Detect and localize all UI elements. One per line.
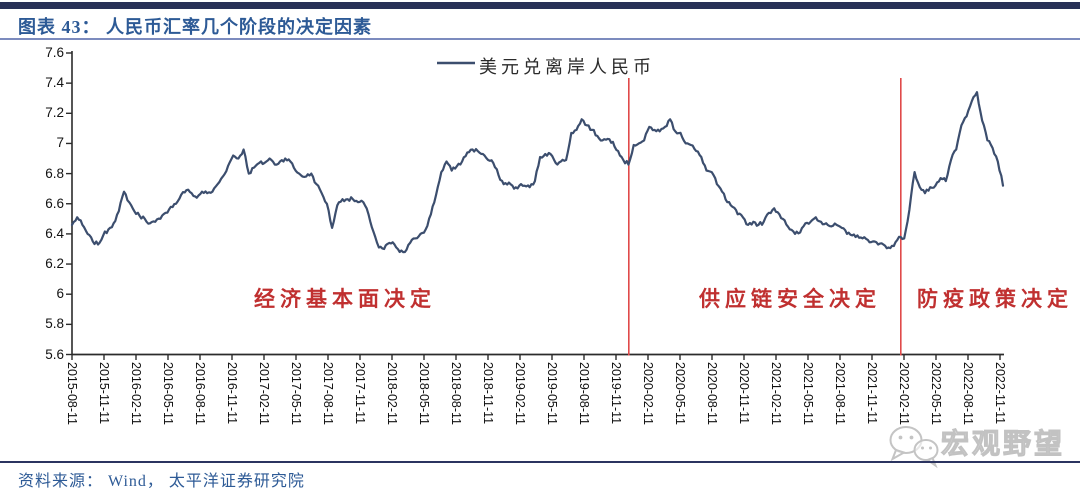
x-tick-label: 2017-05-11 <box>289 362 303 426</box>
y-tick-label: 7 <box>56 135 64 151</box>
y-tick-label: 6.6 <box>45 195 64 211</box>
x-tick-label: 2015-08-11 <box>65 362 79 426</box>
x-tick-label: 2015-11-11 <box>97 362 111 425</box>
y-tick-label: 6.4 <box>45 225 64 241</box>
phase-divider-lines <box>627 78 902 356</box>
x-tick-label: 2019-02-11 <box>513 362 527 426</box>
x-tick-label: 2021-11-11 <box>865 362 879 425</box>
x-tick-label: 2020-08-11 <box>705 362 719 426</box>
y-tick-label: 6 <box>56 286 64 302</box>
title-divider-rule <box>0 38 1080 40</box>
x-tick-label: 2022-11-11 <box>993 362 1007 425</box>
header-top-bar <box>0 2 1080 9</box>
y-tick-label: 7.2 <box>45 105 64 121</box>
footer-divider-rule <box>0 461 1080 463</box>
x-tick-label: 2019-08-11 <box>577 362 591 426</box>
x-tick-label: 2017-11-11 <box>353 362 367 425</box>
x-tick-label: 2020-11-11 <box>737 362 751 425</box>
y-tick-label: 5.6 <box>45 346 64 362</box>
x-tick-label: 2020-02-11 <box>641 362 655 426</box>
x-tick-label: 2022-08-11 <box>961 362 975 426</box>
x-tick-label: 2018-02-11 <box>385 362 399 426</box>
x-tick-label: 2018-05-11 <box>417 362 431 426</box>
x-tick-label: 2022-05-11 <box>929 362 943 426</box>
x-tick-label: 2022-02-11 <box>897 362 911 426</box>
source-note: 资料来源： Wind， 太平洋证券研究院 <box>18 473 305 490</box>
x-tick-label: 2019-05-11 <box>545 362 559 426</box>
x-tick-label: 2018-08-11 <box>449 362 463 426</box>
phase-annotation-supply-chain: 供应链安全决定 <box>699 287 881 311</box>
x-tick-label: 2021-02-11 <box>769 362 783 426</box>
x-tick-label: 2017-08-11 <box>321 362 335 426</box>
x-tick-label: 2016-08-11 <box>193 362 207 426</box>
y-tick-label: 6.8 <box>45 165 64 181</box>
x-tick-label: 2016-11-11 <box>225 362 239 425</box>
y-tick-label: 7.6 <box>45 45 64 60</box>
axes <box>66 51 1004 360</box>
x-tick-label: 2016-02-11 <box>129 362 143 426</box>
y-tick-label: 6.2 <box>45 256 64 272</box>
x-tick-label: 2021-05-11 <box>801 362 815 426</box>
x-tick-label: 2017-02-11 <box>257 362 271 426</box>
y-tick-label: 5.8 <box>45 316 64 332</box>
x-tick-label: 2021-08-11 <box>833 362 847 426</box>
phase-annotation-fundamentals: 经济基本面决定 <box>254 287 436 311</box>
chart-title: 图表 43： 人民币汇率几个阶段的决定因素 <box>18 17 372 37</box>
y-tick-label: 7.4 <box>45 75 64 91</box>
x-tick-label: 2016-05-11 <box>161 362 175 426</box>
legend-label: 美元兑离岸人民币 <box>479 57 655 77</box>
x-tick-label: 2019-11-11 <box>609 362 623 425</box>
x-tick-label: 2020-05-11 <box>673 362 687 426</box>
usdcnh-series-line <box>70 91 1005 254</box>
phase-annotation-covid-policy: 防疫政策决定 <box>917 287 1073 311</box>
x-tick-label: 2018-11-11 <box>481 362 495 425</box>
